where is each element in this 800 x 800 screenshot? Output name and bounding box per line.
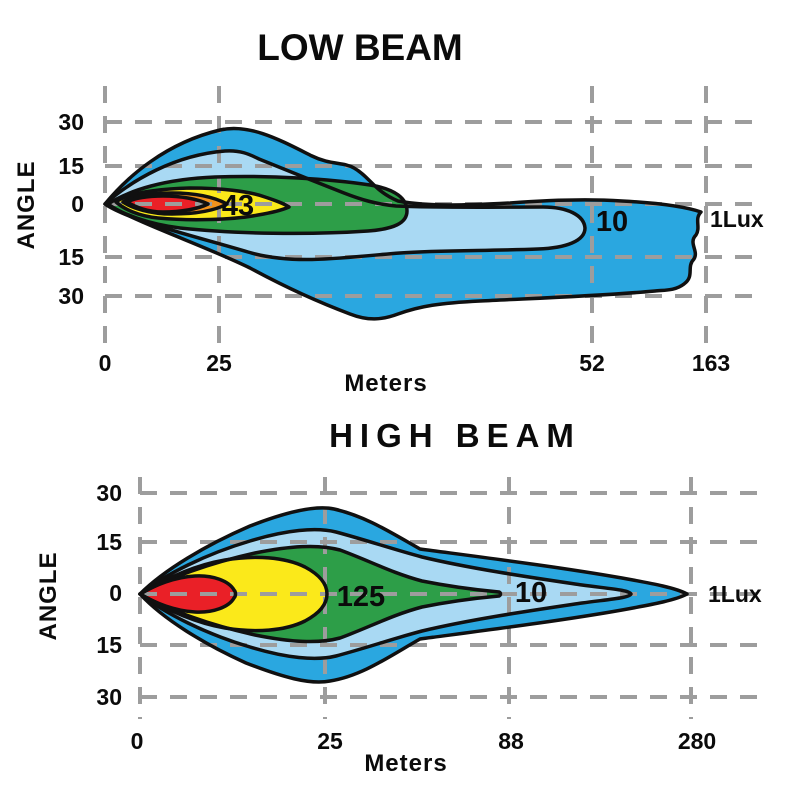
angle-tick: 30 [96,480,122,506]
low-contour-label-inner: 43 [222,190,254,222]
distance-tick: 0 [99,350,112,376]
angle-tick: 0 [109,580,122,606]
low-distance-axis-label: Meters [344,370,427,397]
low-beam-title: LOW BEAM [257,27,463,68]
low-angle-axis-label: ANGLE [13,161,40,250]
angle-tick: 15 [96,529,122,555]
angle-tick: 30 [58,109,84,135]
high-distance-ticks: 0 25 88 280 [131,728,717,754]
high-contour-label-mid: 10 [515,577,547,609]
angle-tick: 30 [58,283,84,309]
distance-tick: 25 [206,350,232,376]
distance-tick: 88 [498,728,524,754]
distance-tick: 52 [579,350,605,376]
low-angle-ticks: 30 15 0 15 30 [58,109,84,309]
high-angle-axis-label: ANGLE [35,552,62,641]
distance-tick: 25 [317,728,343,754]
angle-tick: 15 [96,632,122,658]
low-contour-label-outer: 1Lux [710,206,764,232]
low-contour-label-mid: 10 [596,206,628,238]
distance-tick: 163 [692,350,730,376]
angle-tick: 15 [58,244,84,270]
high-contour-label-outer: 1Lux [708,581,762,607]
low-distance-ticks: 0 25 52 163 [99,350,731,376]
angle-tick: 30 [96,684,122,710]
angle-tick: 0 [71,191,84,217]
angle-tick: 15 [58,153,84,179]
high-beam-title: HIGH BEAM [329,417,581,454]
high-beam-chart: HIGH BEAM [35,417,764,777]
low-beam-chart: LOW BEAM [13,27,764,397]
high-angle-ticks: 30 15 0 15 30 [96,480,122,710]
distance-tick: 0 [131,728,144,754]
high-contour-label-inner: 125 [337,581,385,613]
distance-tick: 280 [678,728,716,754]
high-distance-axis-label: Meters [364,750,447,777]
